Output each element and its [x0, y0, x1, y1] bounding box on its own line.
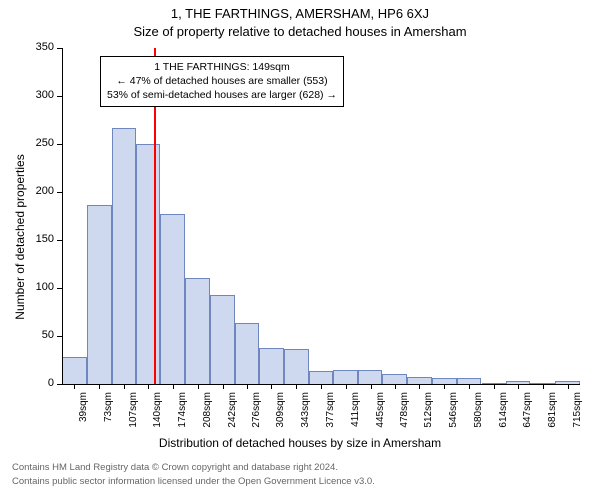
- x-tick-mark: [444, 384, 445, 389]
- chart-container: 1, THE FARTHINGS, AMERSHAM, HP6 6XJ Size…: [0, 0, 600, 500]
- y-tick-label: 250: [24, 137, 54, 149]
- x-tick-mark: [148, 384, 149, 389]
- histogram-bar: [309, 371, 334, 384]
- histogram-bar: [382, 374, 407, 384]
- x-tick-label: 309sqm: [275, 392, 286, 434]
- chart-title-address: 1, THE FARTHINGS, AMERSHAM, HP6 6XJ: [0, 6, 600, 21]
- x-tick-mark: [247, 384, 248, 389]
- histogram-bar: [62, 357, 87, 384]
- x-tick-label: 343sqm: [300, 392, 311, 434]
- chart-title-desc: Size of property relative to detached ho…: [0, 24, 600, 39]
- footnote-copyright: Contains HM Land Registry data © Crown c…: [12, 462, 338, 473]
- y-tick-mark: [57, 96, 62, 97]
- y-tick-label: 200: [24, 185, 54, 197]
- y-tick-label: 300: [24, 89, 54, 101]
- x-tick-label: 276sqm: [251, 392, 262, 434]
- annotation-line: 1 THE FARTHINGS: 149sqm: [107, 60, 337, 74]
- histogram-bar: [185, 278, 210, 384]
- x-tick-label: 478sqm: [399, 392, 410, 434]
- x-tick-mark: [371, 384, 372, 389]
- y-tick-label: 100: [24, 281, 54, 293]
- histogram-bar: [160, 214, 185, 384]
- y-tick-mark: [57, 384, 62, 385]
- x-tick-label: 411sqm: [350, 392, 361, 434]
- histogram-bar: [136, 144, 161, 384]
- x-tick-label: 715sqm: [572, 392, 583, 434]
- x-tick-mark: [346, 384, 347, 389]
- footnote-license: Contains public sector information licen…: [12, 476, 375, 487]
- y-tick-mark: [57, 192, 62, 193]
- x-tick-label: 614sqm: [498, 392, 509, 434]
- y-tick-label: 0: [24, 377, 54, 389]
- x-tick-label: 107sqm: [128, 392, 139, 434]
- x-tick-mark: [296, 384, 297, 389]
- x-tick-mark: [173, 384, 174, 389]
- x-tick-label: 174sqm: [177, 392, 188, 434]
- x-tick-mark: [223, 384, 224, 389]
- x-tick-mark: [469, 384, 470, 389]
- y-tick-mark: [57, 336, 62, 337]
- y-tick-label: 350: [24, 41, 54, 53]
- x-tick-mark: [271, 384, 272, 389]
- y-tick-mark: [57, 288, 62, 289]
- annotation-line: 53% of semi-detached houses are larger (…: [107, 88, 337, 102]
- x-tick-label: 512sqm: [423, 392, 434, 434]
- annotation-box: 1 THE FARTHINGS: 149sqm← 47% of detached…: [100, 56, 344, 107]
- x-tick-mark: [419, 384, 420, 389]
- x-tick-mark: [568, 384, 569, 389]
- y-axis-line: [62, 48, 63, 384]
- x-tick-label: 681sqm: [547, 392, 558, 434]
- y-tick-label: 150: [24, 233, 54, 245]
- x-tick-mark: [198, 384, 199, 389]
- x-tick-mark: [124, 384, 125, 389]
- x-tick-label: 208sqm: [202, 392, 213, 434]
- x-tick-label: 546sqm: [448, 392, 459, 434]
- x-tick-mark: [494, 384, 495, 389]
- histogram-bar: [333, 370, 358, 384]
- x-tick-label: 377sqm: [325, 392, 336, 434]
- x-tick-mark: [543, 384, 544, 389]
- x-tick-label: 140sqm: [152, 392, 163, 434]
- histogram-bar: [112, 128, 136, 384]
- x-tick-label: 73sqm: [103, 392, 114, 434]
- x-tick-mark: [395, 384, 396, 389]
- x-axis-label: Distribution of detached houses by size …: [0, 436, 600, 450]
- y-tick-label: 50: [24, 329, 54, 341]
- annotation-line: ← 47% of detached houses are smaller (55…: [107, 74, 337, 88]
- x-tick-mark: [99, 384, 100, 389]
- histogram-bar: [358, 370, 382, 384]
- x-tick-label: 242sqm: [227, 392, 238, 434]
- x-tick-mark: [74, 384, 75, 389]
- x-tick-label: 647sqm: [522, 392, 533, 434]
- histogram-bar: [235, 323, 259, 384]
- x-tick-label: 580sqm: [473, 392, 484, 434]
- x-tick-label: 445sqm: [375, 392, 386, 434]
- x-tick-label: 39sqm: [78, 392, 89, 434]
- y-tick-mark: [57, 240, 62, 241]
- histogram-bar: [259, 348, 284, 384]
- histogram-bar: [284, 349, 309, 384]
- x-tick-mark: [518, 384, 519, 389]
- histogram-bar: [407, 377, 432, 384]
- y-tick-mark: [57, 144, 62, 145]
- histogram-bar: [210, 295, 235, 384]
- histogram-bar: [87, 205, 112, 384]
- x-tick-mark: [321, 384, 322, 389]
- y-tick-mark: [57, 48, 62, 49]
